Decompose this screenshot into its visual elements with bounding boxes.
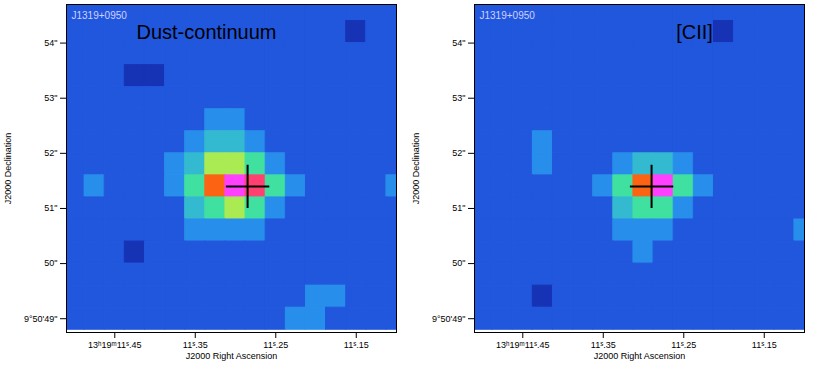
svg-text:11ˢ.25: 11ˢ.25 [263, 340, 288, 350]
svg-text:9°50'49": 9°50'49" [24, 314, 58, 324]
svg-text:11ˢ.15: 11ˢ.15 [752, 340, 777, 350]
svg-text:13ʰ19ᵐ11ˢ.45: 13ʰ19ᵐ11ˢ.45 [496, 340, 550, 350]
svg-text:53": 53" [452, 93, 465, 103]
svg-text:54": 54" [44, 38, 57, 48]
svg-text:51": 51" [44, 203, 57, 213]
svg-text:52": 52" [44, 148, 57, 158]
svg-text:51": 51" [452, 203, 465, 213]
svg-text:J1319+0950: J1319+0950 [480, 10, 536, 21]
svg-text:Dust-continuum: Dust-continuum [136, 21, 276, 43]
svg-text:13ʰ19ᵐ11ˢ.45: 13ʰ19ᵐ11ˢ.45 [88, 340, 142, 350]
svg-text:J1319+0950: J1319+0950 [72, 10, 128, 21]
svg-text:11ˢ.35: 11ˢ.35 [591, 340, 616, 350]
svg-text:54": 54" [452, 38, 465, 48]
svg-text:J2000 Declination: J2000 Declination [3, 133, 13, 205]
svg-text:50": 50" [44, 258, 57, 268]
svg-text:J2000 Right Ascension: J2000 Right Ascension [594, 351, 686, 361]
svg-text:53": 53" [44, 93, 57, 103]
svg-text:9°50'49": 9°50'49" [432, 314, 466, 324]
svg-text:J2000 Declination: J2000 Declination [411, 133, 421, 205]
svg-text:[CII]: [CII] [676, 21, 713, 43]
svg-text:50": 50" [452, 258, 465, 268]
svg-text:11ˢ.15: 11ˢ.15 [344, 340, 369, 350]
svg-text:J2000 Right Ascension: J2000 Right Ascension [186, 351, 278, 361]
svg-text:11ˢ.35: 11ˢ.35 [183, 340, 208, 350]
svg-text:52": 52" [452, 148, 465, 158]
svg-text:11ˢ.25: 11ˢ.25 [671, 340, 696, 350]
